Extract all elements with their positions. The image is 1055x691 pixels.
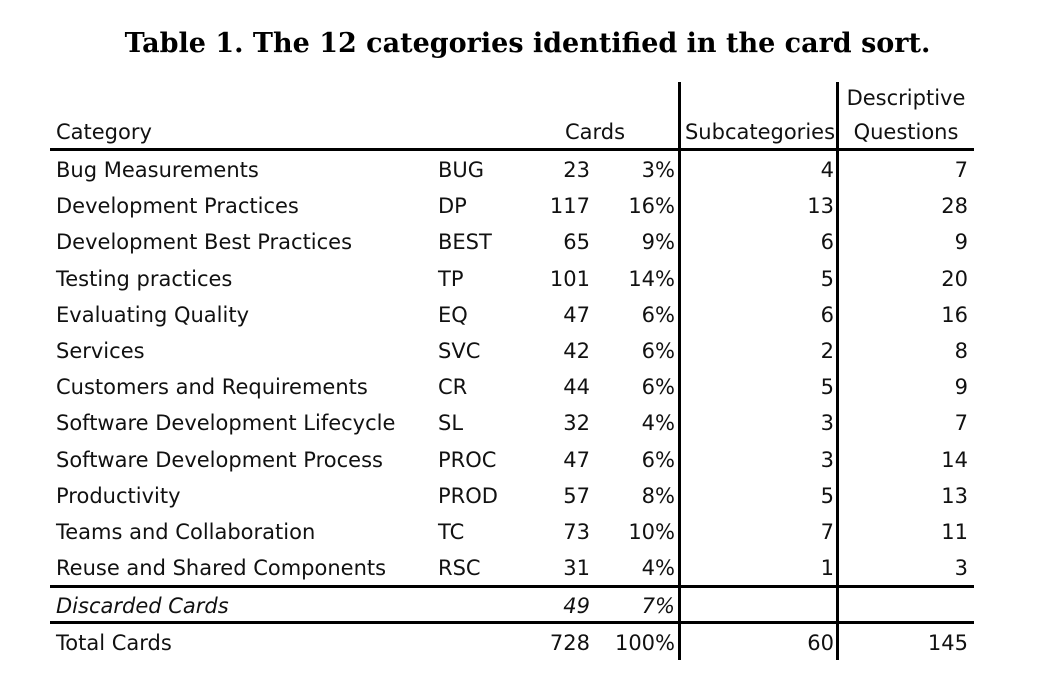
row-cards: 73 <box>563 520 590 544</box>
table-title: Table 1. The 12 categories identified in… <box>124 28 931 59</box>
row-percent: 14% <box>628 267 675 291</box>
row-subcategories: 4 <box>820 158 834 182</box>
row-code: TP <box>438 267 464 291</box>
total-subcategories: 60 <box>807 631 834 655</box>
row-code: PROD <box>438 484 498 508</box>
row-cards: 32 <box>563 411 590 435</box>
row-code: CR <box>438 375 468 399</box>
row-percent: 10% <box>628 520 675 544</box>
row-subcategories: 3 <box>820 411 834 435</box>
row-percent: 6% <box>641 375 675 399</box>
row-questions: 14 <box>941 448 968 472</box>
header-category: Category <box>56 120 152 144</box>
row-questions: 9 <box>954 375 968 399</box>
row-category: Services <box>56 339 145 363</box>
row-percent: 8% <box>641 484 675 508</box>
row-category: Reuse and Shared Components <box>56 556 387 580</box>
total-cards: 728 <box>549 631 590 655</box>
subcategories-column-rule <box>836 82 839 660</box>
row-category: Teams and Collaboration <box>56 520 316 544</box>
row-cards: 44 <box>563 375 590 399</box>
discarded-category: Discarded Cards <box>56 594 229 618</box>
row-cards: 57 <box>563 484 590 508</box>
row-subcategories: 5 <box>820 375 834 399</box>
row-subcategories: 5 <box>820 484 834 508</box>
row-questions: 20 <box>941 267 968 291</box>
row-percent: 4% <box>641 411 675 435</box>
row-questions: 11 <box>941 520 968 544</box>
row-questions: 8 <box>954 339 968 363</box>
row-percent: 6% <box>641 303 675 327</box>
row-questions: 28 <box>941 194 968 218</box>
discarded-percent: 7% <box>641 594 675 618</box>
total-questions: 145 <box>927 631 968 655</box>
row-code: TC <box>438 520 465 544</box>
row-code: EQ <box>438 303 468 327</box>
row-questions: 3 <box>954 556 968 580</box>
total-percent: 100% <box>614 631 675 655</box>
row-cards: 101 <box>549 267 590 291</box>
row-percent: 3% <box>641 158 675 182</box>
row-subcategories: 6 <box>820 303 834 327</box>
row-subcategories: 6 <box>820 230 834 254</box>
row-percent: 4% <box>641 556 675 580</box>
row-questions: 7 <box>954 158 968 182</box>
row-subcategories: 2 <box>820 339 834 363</box>
row-cards: 65 <box>563 230 590 254</box>
row-category: Bug Measurements <box>56 158 259 182</box>
header-descriptive-line2: Questions <box>853 120 959 144</box>
row-category: Development Practices <box>56 194 299 218</box>
row-percent: 6% <box>641 448 675 472</box>
row-questions: 9 <box>954 230 968 254</box>
total-category: Total Cards <box>56 631 172 655</box>
row-questions: 13 <box>941 484 968 508</box>
header-subcategories: Subcategories <box>684 120 836 144</box>
row-category: Evaluating Quality <box>56 303 249 327</box>
row-code: PROC <box>438 448 497 472</box>
row-subcategories: 3 <box>820 448 834 472</box>
header-cards: Cards <box>564 120 626 144</box>
discarded-cards: 49 <box>563 594 590 618</box>
row-category: Development Best Practices <box>56 230 353 254</box>
row-cards: 31 <box>563 556 590 580</box>
row-percent: 16% <box>628 194 675 218</box>
row-questions: 16 <box>941 303 968 327</box>
row-code: DP <box>438 194 467 218</box>
row-cards: 42 <box>563 339 590 363</box>
row-category: Software Development Process <box>56 448 383 472</box>
row-category: Testing practices <box>56 267 233 291</box>
row-code: SL <box>438 411 464 435</box>
row-code: RSC <box>438 556 481 580</box>
row-cards: 23 <box>563 158 590 182</box>
row-code: BUG <box>438 158 485 182</box>
row-category: Software Development Lifecycle <box>56 411 396 435</box>
row-subcategories: 5 <box>820 267 834 291</box>
row-subcategories: 1 <box>820 556 834 580</box>
total-top-rule <box>50 621 974 624</box>
row-code: BEST <box>438 230 492 254</box>
row-questions: 7 <box>954 411 968 435</box>
row-percent: 6% <box>641 339 675 363</box>
row-percent: 9% <box>641 230 675 254</box>
row-code: SVC <box>438 339 481 363</box>
header-descriptive-line1: Descriptive <box>846 86 966 110</box>
row-category: Productivity <box>56 484 181 508</box>
row-category: Customers and Requirements <box>56 375 368 399</box>
row-subcategories: 13 <box>807 194 834 218</box>
row-subcategories: 7 <box>820 520 834 544</box>
cards-column-rule <box>678 82 681 660</box>
row-cards: 47 <box>563 448 590 472</box>
row-cards: 117 <box>549 194 590 218</box>
body-bottom-rule <box>50 585 974 588</box>
header-rule <box>50 148 974 151</box>
row-cards: 47 <box>563 303 590 327</box>
